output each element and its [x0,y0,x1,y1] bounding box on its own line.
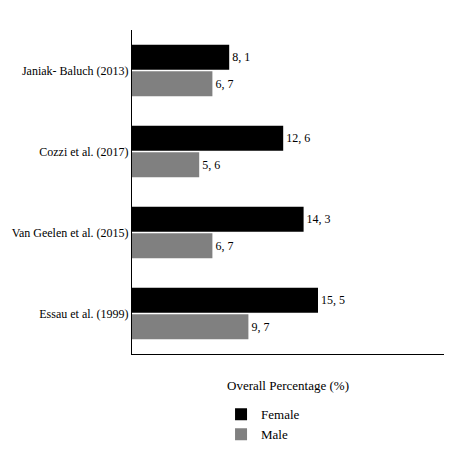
svg-text:9, 7: 9, 7 [251,320,269,334]
svg-text:8, 1: 8, 1 [232,50,250,64]
svg-text:Essau et al. (1999): Essau et al. (1999) [39,307,128,321]
svg-text:Cozzi et al. (2017): Cozzi et al. (2017) [39,145,128,159]
svg-text:6, 7: 6, 7 [215,77,233,91]
svg-text:14, 3: 14, 3 [307,212,331,226]
svg-text:12, 6: 12, 6 [286,131,310,145]
svg-text:Van Geelen et al. (2015): Van Geelen et al. (2015) [12,226,129,240]
svg-text:Janiak- Baluch (2013): Janiak- Baluch (2013) [22,64,129,78]
svg-text:5, 6: 5, 6 [202,158,220,172]
svg-text:15, 5: 15, 5 [321,293,345,307]
svg-text:6, 7: 6, 7 [215,239,233,253]
svg-text:Female: Female [261,407,299,422]
svg-text:Overall Percentage (%): Overall Percentage (%) [227,378,349,393]
svg-text:Male: Male [261,427,288,442]
